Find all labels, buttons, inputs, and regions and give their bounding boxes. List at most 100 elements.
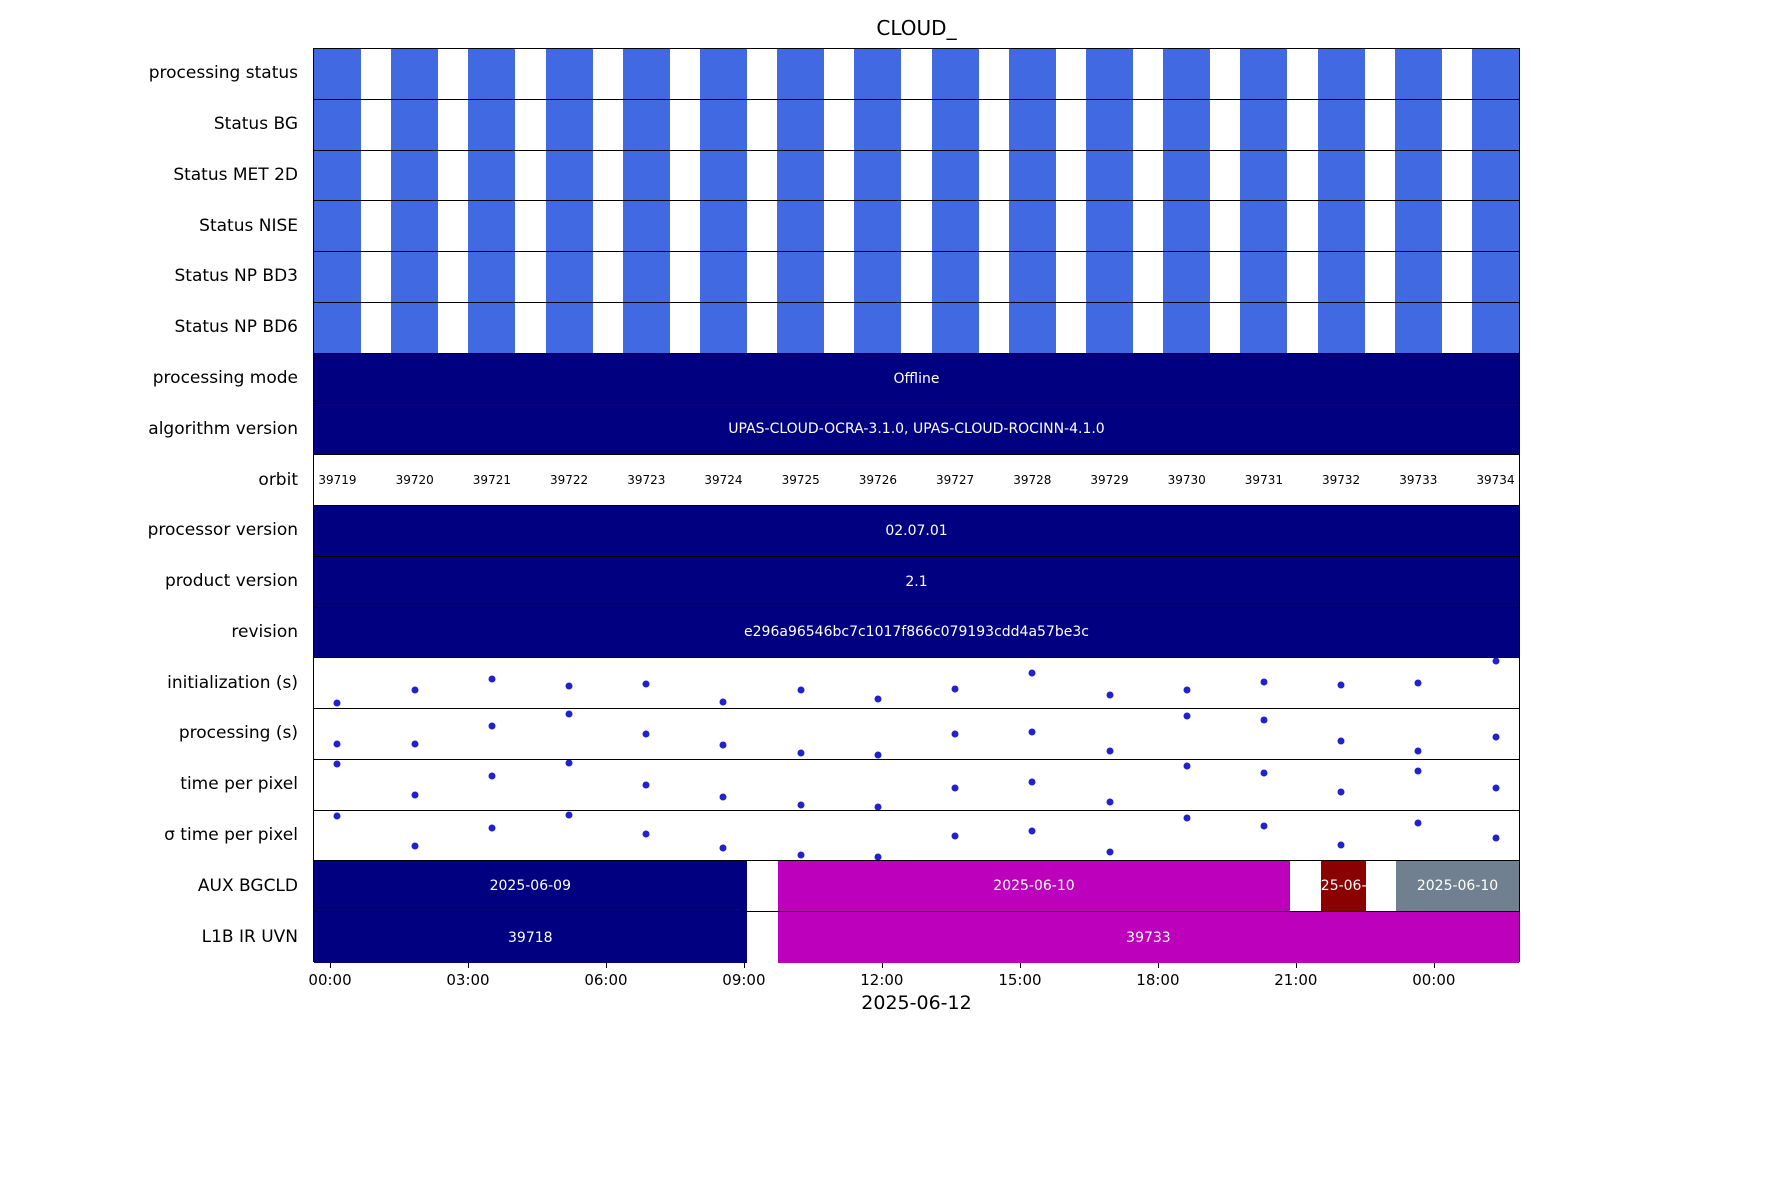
status-bar-orbit-39731 [1240,252,1288,302]
row-processing-mode: Offline [314,353,1519,405]
status-bar-orbit-39731 [1240,302,1288,353]
scatter-dot [1183,762,1191,770]
status-bar-orbit-39730 [1163,99,1211,150]
orbit-number: 39721 [472,473,511,488]
orbit-number: 39720 [395,473,434,488]
status-bar-orbit-39722 [545,252,593,302]
row-processing-s [314,709,1519,760]
scatter-dot [1260,716,1268,724]
scatter-dot [1106,798,1113,806]
status-bar-orbit-39731 [1240,150,1288,201]
status-bar-orbit-39722 [545,150,593,201]
status-bar-orbit-39727 [931,252,979,302]
scatter-dot [565,811,573,819]
status-bar-orbit-39730 [1163,201,1211,252]
row-orbit: 39719 39720 39721 39722 39723 39724 39725 39726… [314,455,1519,506]
orbit-number: 39730 [1167,473,1206,488]
x-tick-label: 15:00 [998,971,1042,989]
status-bar-orbit-39720 [391,150,439,201]
status-bar-orbit-39725 [777,99,825,150]
status-bar-orbit-39734 [1472,150,1519,201]
scatter-dot [1260,769,1268,777]
scatter-dot [1106,691,1113,699]
row-aux-bgcld: 2025-06-09 2025-06-10 2025-06-10 2025-06-10 [314,861,1519,913]
status-bar-orbit-39722 [545,302,593,353]
status-bar-orbit-39733 [1394,150,1442,201]
x-axis-label: 2025-06-12 [861,992,972,1014]
x-tick-mark [605,963,607,968]
scatter-dot [642,680,650,688]
status-bar-orbit-39728 [1008,252,1056,302]
row-product-version: 2.1 [314,556,1519,608]
x-tick-label: 18:00 [1136,971,1180,989]
scatter-dot [488,824,496,832]
status-bar-orbit-39725 [777,252,825,302]
status-bar-orbit-39720 [391,99,439,150]
scatter-dot [1414,767,1422,775]
status-bar-orbit-39730 [1163,252,1211,302]
scatter-dot [874,803,882,810]
scatter-dot [333,699,341,707]
row-status-bg [314,99,1519,151]
segment-label: 39718 [508,929,553,946]
row-status-met-2d [314,150,1519,202]
x-tick-mark [881,963,883,968]
scatter-dot [1028,827,1036,835]
status-bar-orbit-39726 [854,150,902,201]
status-bar-orbit-39734 [1472,49,1519,99]
status-bar-orbit-39720 [391,252,439,302]
status-bar-orbit-39731 [1240,99,1288,150]
scatter-dot [1183,814,1191,822]
status-bar-orbit-39733 [1394,201,1442,252]
status-bar-orbit-39721 [468,49,516,99]
scatter-dot [1028,728,1036,736]
chart-title: CLOUD_ [876,16,957,40]
x-tick-mark [330,963,332,968]
row-label-product-version: product version [164,571,298,592]
segment-aux-bgcld-2025-06-09: 2025-06-09 [314,861,747,912]
row-label-processing-mode: processing mode [152,368,298,389]
segment-label: 2025-06-10 [993,878,1075,895]
row-revision: e296a96546bc7c1017f866c079193cdd4a57be3c [314,607,1519,659]
scatter-dot [719,844,727,852]
status-bar-orbit-39719 [314,99,361,150]
scatter-dot [333,740,341,748]
row-label-revision: revision [231,621,298,642]
orbit-number: 39727 [936,473,975,488]
orbit-number: 39726 [858,473,897,488]
scatter-dot [333,812,341,820]
row-label-initialization-s: initialization (s) [167,672,298,693]
status-bar-orbit-39728 [1008,49,1056,99]
status-bar-orbit-39724 [700,99,747,150]
x-tick-mark [1433,963,1435,968]
status-bar-orbit-39719 [314,150,361,201]
scatter-dot [1337,737,1345,745]
scatter-dot [1414,819,1422,827]
scatter-dot [642,730,650,738]
row-algorithm-version: UPAS-CLOUD-OCRA-3.1.0, UPAS-CLOUD-ROCINN… [314,404,1519,456]
status-bar-orbit-39729 [1086,201,1133,252]
status-bar-orbit-39732 [1317,302,1365,353]
status-bar-orbit-39727 [931,201,979,252]
scatter-dot [1337,841,1345,849]
row-processor-version: 02.07.01 [314,506,1519,557]
scatter-dot [333,760,341,768]
row-label-time-per-pixel: σ time per pixel [164,825,298,846]
scatter-dot [719,741,727,749]
scatter-dot [797,801,805,809]
row-label-processor-version: processor version [147,520,298,541]
status-bar-orbit-39730 [1163,150,1211,201]
status-bar-orbit-39720 [391,302,439,353]
x-tick-mark [743,963,745,968]
status-bar-orbit-39732 [1317,49,1365,99]
scatter-dot [874,751,882,759]
plot-area: Offline UPAS-CLOUD-OCRA-3.1.0, UPAS-CLOUD… [313,48,1520,963]
row-status-nise [314,201,1519,253]
scatter-dot [411,791,419,799]
row-label-algorithm-version: algorithm version [148,418,298,439]
status-bar-orbit-39725 [777,201,825,252]
row-label-status-nise: Status NISE [199,215,298,236]
orbit-number: 39722 [550,473,589,488]
status-bar-orbit-39733 [1394,302,1442,353]
